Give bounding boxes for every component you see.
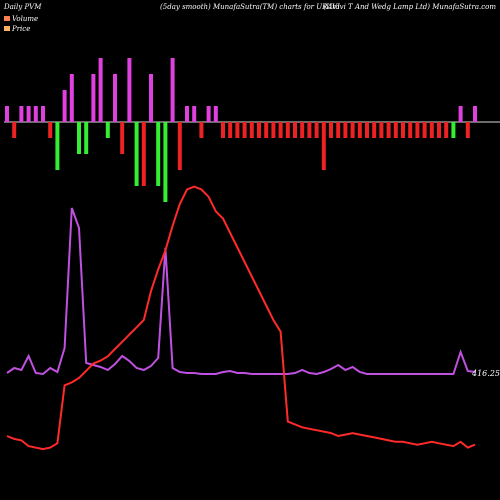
volume-line bbox=[6, 207, 476, 376]
volume-bar bbox=[206, 106, 211, 122]
volume-bar bbox=[170, 58, 175, 122]
volume-bar bbox=[465, 122, 470, 138]
volume-bar bbox=[365, 122, 369, 138]
volume-bar bbox=[12, 122, 17, 138]
volume-bar bbox=[350, 122, 355, 138]
volume-bar bbox=[242, 122, 247, 138]
volume-bar bbox=[221, 122, 225, 138]
volume-bar bbox=[33, 106, 38, 122]
header-left: Daily PVM bbox=[3, 3, 42, 11]
volume-bar bbox=[149, 74, 153, 122]
volume-bar bbox=[62, 90, 67, 122]
volume-bar bbox=[127, 58, 132, 122]
volume-bar bbox=[285, 122, 290, 138]
volume-bar bbox=[451, 122, 456, 138]
volume-bar bbox=[77, 122, 81, 154]
volume-bar bbox=[257, 122, 261, 138]
volume-bar bbox=[141, 122, 146, 186]
volume-bar bbox=[429, 122, 434, 138]
volume-bar bbox=[55, 122, 60, 170]
volume-bar bbox=[69, 74, 74, 122]
header-right: (Uravi T And Wedg Lamp Ltd) MunafaSutra.… bbox=[323, 3, 496, 11]
volume-bar bbox=[386, 122, 391, 138]
volume-bar bbox=[293, 122, 297, 138]
volume-bar bbox=[343, 122, 348, 138]
volume-bar bbox=[372, 122, 377, 138]
last-price-label: 416.25 bbox=[471, 369, 500, 378]
volume-bar bbox=[5, 106, 9, 122]
price-line bbox=[6, 185, 476, 451]
volume-bar bbox=[444, 122, 449, 138]
volume-bar bbox=[329, 122, 333, 138]
volume-bars bbox=[5, 58, 477, 202]
volume-bar bbox=[192, 106, 197, 122]
volume-bar bbox=[134, 122, 139, 186]
volume-bar bbox=[177, 122, 182, 170]
volume-bar bbox=[321, 122, 326, 170]
volume-bar bbox=[264, 122, 269, 138]
volume-bar bbox=[415, 122, 420, 138]
volume-bar bbox=[300, 122, 305, 138]
volume-bar bbox=[48, 122, 53, 138]
volume-bar bbox=[393, 122, 398, 138]
volume-bar bbox=[105, 122, 110, 138]
volume-bar bbox=[98, 58, 103, 122]
volume-bar bbox=[408, 122, 413, 138]
volume-bar bbox=[213, 106, 218, 122]
volume-bar bbox=[163, 122, 168, 202]
volume-bar bbox=[336, 122, 341, 138]
legend-volume-label: Volume bbox=[12, 15, 38, 23]
volume-bar bbox=[314, 122, 319, 138]
volume-bar bbox=[422, 122, 427, 138]
volume-bar bbox=[41, 106, 45, 122]
volume-bar bbox=[357, 122, 362, 138]
volume-bar bbox=[228, 122, 233, 138]
volume-bar bbox=[437, 122, 441, 138]
volume-bar bbox=[379, 122, 384, 138]
header-center: (5day smooth) MunafaSutra(TM) charts for… bbox=[160, 3, 340, 11]
legend-price-label: Price bbox=[11, 25, 30, 33]
volume-bar bbox=[19, 106, 24, 122]
volume-bar bbox=[458, 106, 463, 122]
volume-bar bbox=[401, 122, 405, 138]
volume-bar bbox=[278, 122, 283, 138]
volume-bar bbox=[307, 122, 312, 138]
legend-volume-swatch bbox=[4, 16, 10, 21]
volume-bar bbox=[271, 122, 276, 138]
volume-bar bbox=[156, 122, 161, 186]
volume-bar bbox=[235, 122, 240, 138]
volume-bar bbox=[199, 122, 204, 138]
volume-bar bbox=[249, 122, 254, 138]
volume-bar bbox=[185, 106, 189, 122]
volume-bar bbox=[91, 74, 96, 122]
volume-bar bbox=[473, 106, 477, 122]
volume-bar bbox=[113, 74, 117, 122]
volume-bar bbox=[26, 106, 31, 122]
volume-bar bbox=[120, 122, 125, 154]
legend-price-swatch bbox=[4, 26, 10, 31]
volume-bar bbox=[84, 122, 89, 154]
